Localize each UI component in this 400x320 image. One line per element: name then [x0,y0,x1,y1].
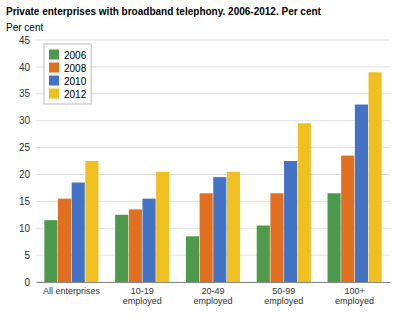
y-tick: 25 [19,142,36,153]
x-tick-label: 50-99employed [264,286,303,306]
y-tick: 30 [19,115,36,126]
legend-swatch [49,89,59,99]
x-tick: 100+employed [335,286,374,306]
legend-swatch [49,50,59,60]
y-tick-label: 20 [19,169,31,180]
chart: Private enterprises with broadband telep… [0,0,400,320]
legend-label: 2006 [64,50,87,61]
y-tick-label: 10 [19,223,31,234]
bar [270,193,283,282]
x-tick-label: 10-19employed [123,286,162,306]
bar [341,156,354,282]
y-axis-title: Per cent [6,22,43,33]
grid-line [36,147,390,148]
y-tick: 5 [24,250,36,261]
y-tick: 20 [19,169,36,180]
y-tick-label: 45 [19,35,31,46]
y-tick-label: 30 [19,115,31,126]
bar [328,193,341,282]
bar [257,226,270,282]
bar [213,177,226,282]
bar [200,193,213,282]
y-tick: 40 [19,62,36,73]
grid [36,40,390,282]
legend-box [44,44,91,104]
y-axis-line [36,41,37,283]
y-tick: 45 [19,35,36,46]
bar [58,199,71,282]
bar [369,72,382,282]
y-tick-label: 40 [19,62,31,73]
y-tick-label: 35 [19,88,31,99]
x-tick-label: All enterprises [43,286,101,296]
legend-swatch [49,76,59,86]
bar [115,215,128,282]
grid-line [36,120,390,121]
legend-label: 2012 [64,89,87,100]
y-tick-label: 0 [24,277,30,288]
bar [44,220,57,282]
x-tick-label: 20-49employed [193,286,232,306]
bar [85,161,98,282]
y-tick: 10 [19,223,36,234]
legend-item: 2006 [49,50,87,61]
x-axis-line [37,282,391,283]
y-tick: 35 [19,88,36,99]
bars [44,72,381,282]
bar [355,105,368,282]
y-tick: 0 [24,277,36,288]
legend-label: 2010 [64,76,87,87]
y-tick-label: 25 [19,142,31,153]
legend-item: 2008 [49,63,87,74]
bar [72,183,85,282]
y-tick-label: 15 [19,196,31,207]
grid-line [36,40,390,41]
y-axis: 0 5 10 15 20 25 30 35 40 45 [19,35,37,288]
y-tick-label: 5 [24,250,30,261]
x-axis: All enterprises 10-19employed 20-49employe… [37,283,391,307]
bar [142,199,155,282]
bar [227,172,240,282]
bar [298,123,311,282]
bar [129,209,142,282]
plot: 0 5 10 15 20 25 30 35 40 45 All enterprises 10-19em… [19,35,391,307]
x-tick: 20-49employed [193,286,232,306]
x-tick: 50-99employed [264,286,303,306]
legend-swatch [49,63,59,73]
legend-item: 2012 [49,89,87,100]
y-tick: 15 [19,196,36,207]
series [72,105,368,282]
legend: 2006 2008 2010 2012 [44,44,91,104]
legend-label: 2008 [64,63,87,74]
x-tick: 10-19employed [123,286,162,306]
x-tick: All enterprises [43,286,101,296]
bar [186,236,199,282]
bar [284,161,297,282]
x-tick-label: 100+employed [335,286,374,306]
series [85,72,381,282]
title: Private enterprises with broadband telep… [6,6,322,17]
bar [156,172,169,282]
legend-item: 2010 [49,76,87,87]
